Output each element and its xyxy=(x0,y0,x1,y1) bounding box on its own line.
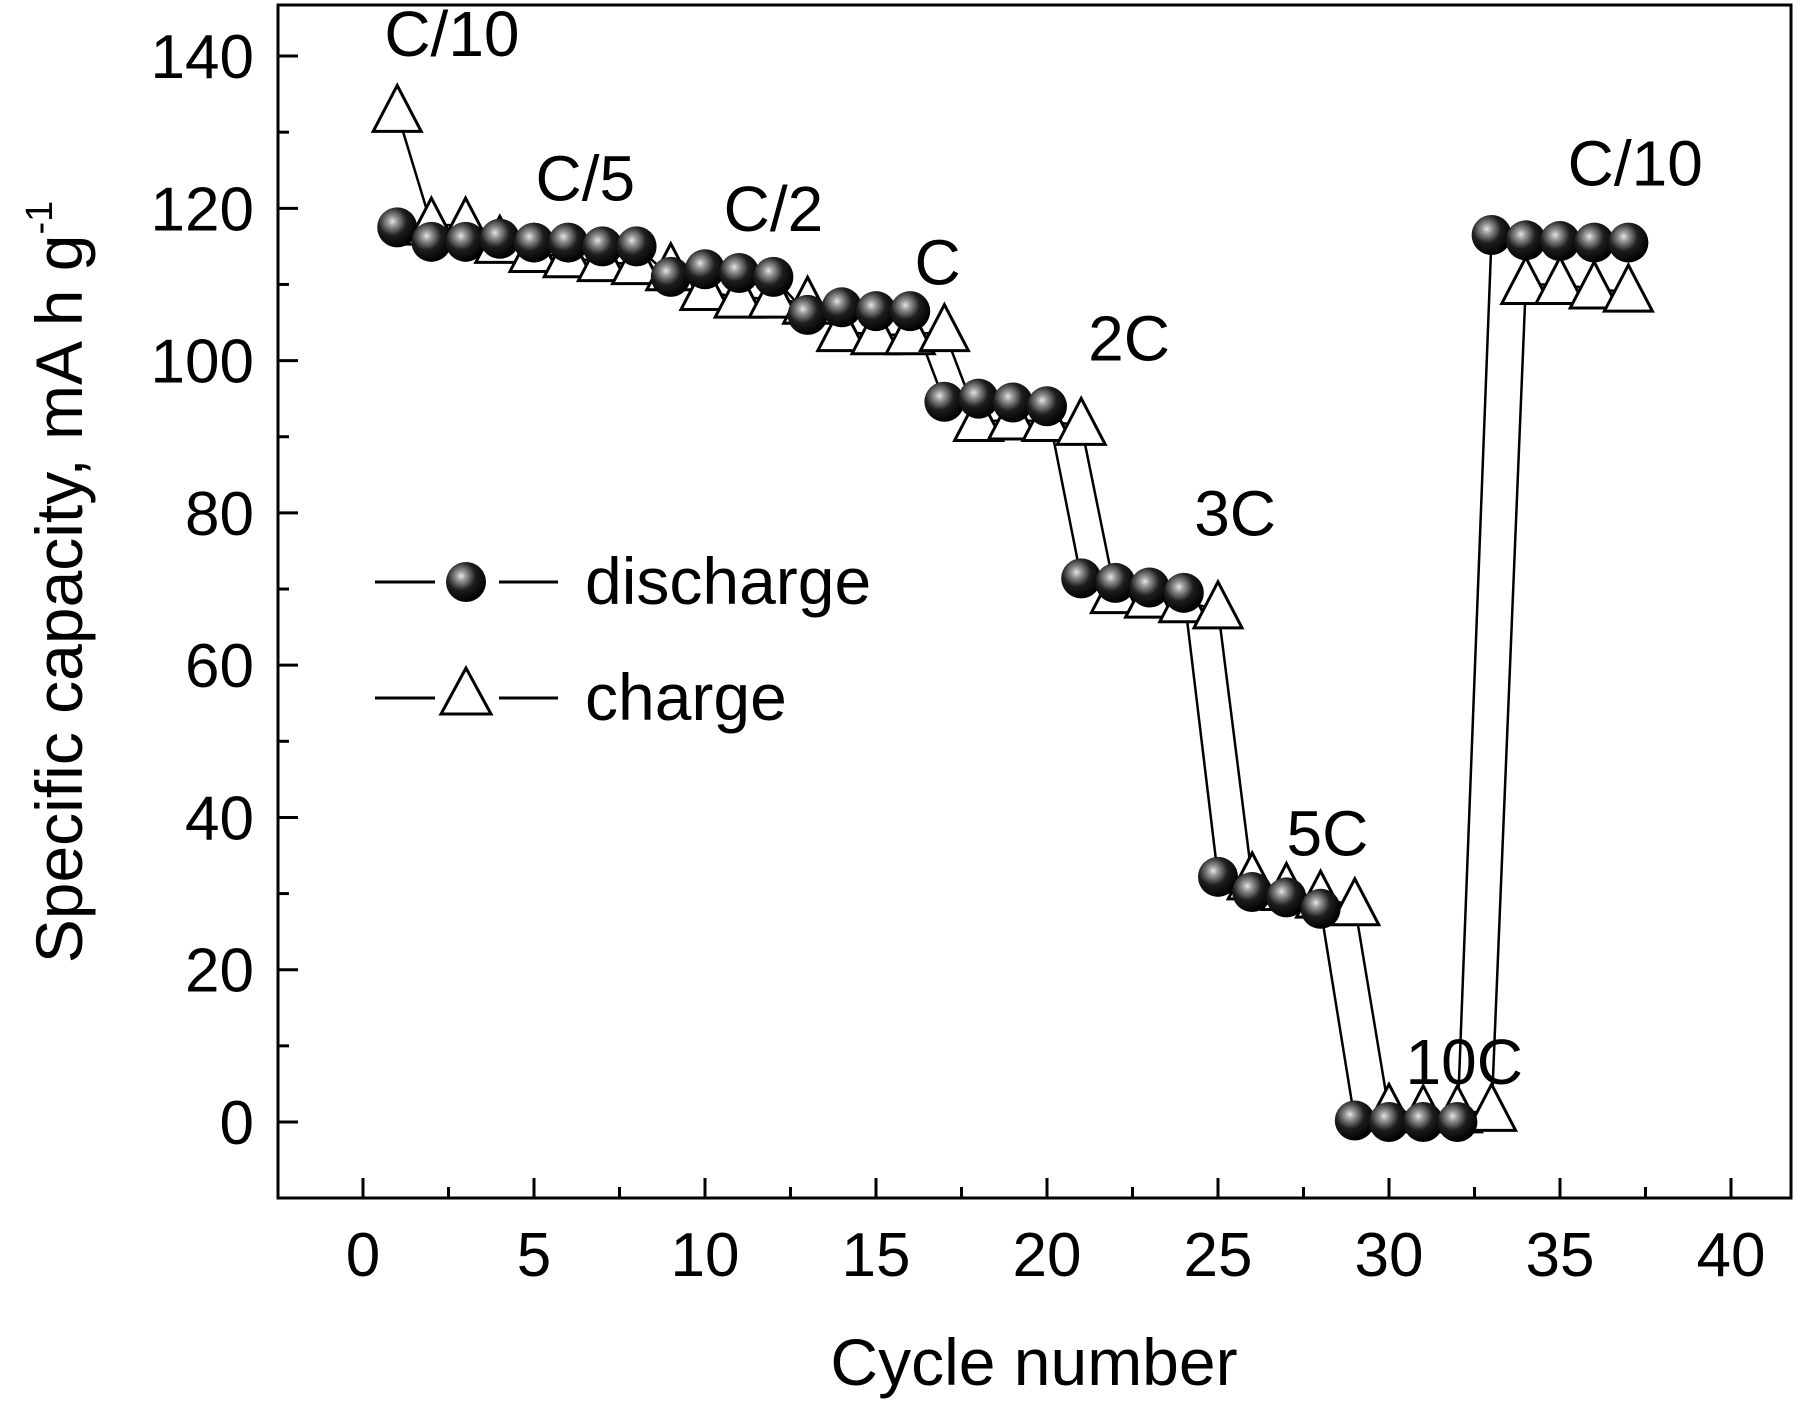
discharge-sphere-marker-icon xyxy=(1437,1102,1478,1142)
rate-label: 2C xyxy=(1088,303,1170,375)
rate-label: C/10 xyxy=(384,0,519,70)
discharge-sphere-marker-icon xyxy=(411,221,452,262)
y-tick-label: 140 xyxy=(151,23,254,92)
discharge-sphere-marker-icon xyxy=(1300,888,1341,929)
rate-label: 10C xyxy=(1406,1026,1523,1098)
y-axis-title-text: Specific capacity, mA h g xyxy=(22,235,96,964)
discharge-sphere-marker-icon xyxy=(787,294,828,335)
x-tick-label: 30 xyxy=(1355,1221,1424,1290)
discharge-sphere-marker-icon xyxy=(1232,872,1273,913)
x-tick-label: 15 xyxy=(842,1221,911,1290)
discharge-sphere-marker-icon xyxy=(685,249,725,290)
discharge-sphere-marker-icon xyxy=(1129,567,1170,608)
x-tick-label: 20 xyxy=(1013,1221,1082,1290)
legend-item-discharge: discharge xyxy=(375,544,871,618)
x-tick-label: 35 xyxy=(1526,1221,1595,1290)
discharge-sphere-marker-icon xyxy=(1027,386,1067,427)
charge-triangle-marker-icon xyxy=(1054,395,1108,446)
discharge-sphere-marker-icon xyxy=(1163,572,1204,613)
legend-item-charge: charge xyxy=(375,660,787,734)
discharge-sphere-marker-icon xyxy=(1198,856,1238,897)
y-tick-label: 0 xyxy=(220,1089,254,1158)
discharge-sphere-marker-icon xyxy=(1574,222,1615,263)
x-tick-label: 5 xyxy=(517,1221,551,1290)
y-axis-title-superscript: -1 xyxy=(19,201,61,235)
charge-triangle-marker-icon xyxy=(1601,261,1655,313)
svg-text:Specific capacity, mA h g-1: Specific capacity, mA h g-1 xyxy=(19,201,96,964)
rate-annotations: C/10 C/5 C/2 C 2C 3C 5C 10C C/10 xyxy=(384,0,1703,1098)
discharge-sphere-marker-icon xyxy=(616,226,657,267)
charge-triangle-marker-icon xyxy=(1191,578,1245,630)
discharge-sphere-marker-icon xyxy=(479,218,520,259)
x-axis-title: Cycle number xyxy=(830,1325,1237,1399)
rate-label: C/5 xyxy=(536,143,636,215)
y-axis-title: Specific capacity, mA h g-1 xyxy=(19,201,96,964)
discharge-sphere-marker-icon xyxy=(856,291,896,332)
discharge-sphere-marker-icon xyxy=(890,291,931,332)
discharge-sphere-marker-icon xyxy=(445,221,486,262)
y-axis-ticks: 0 20 40 60 80 100 120 140 xyxy=(151,23,298,1158)
discharge-sphere-marker-icon xyxy=(753,256,794,297)
y-tick-label: 60 xyxy=(185,632,254,701)
discharge-sphere-marker-icon xyxy=(1061,558,1102,599)
rate-label: 3C xyxy=(1194,478,1276,550)
x-tick-label: 40 xyxy=(1697,1221,1766,1290)
discharge-line xyxy=(396,226,1629,1124)
x-tick-label: 10 xyxy=(671,1221,740,1290)
discharge-sphere-marker-icon xyxy=(514,222,554,263)
triangle-marker-icon xyxy=(438,664,494,716)
charge-triangle-marker-icon xyxy=(712,267,766,319)
x-tick-label: 0 xyxy=(346,1221,380,1290)
plot-frame xyxy=(276,3,1793,1200)
charge-triangle-marker-icon xyxy=(370,82,424,133)
discharge-sphere-marker-icon xyxy=(958,378,999,419)
y-tick-label: 80 xyxy=(185,480,254,549)
discharge-sphere-marker-icon xyxy=(719,253,760,294)
rate-label: 5C xyxy=(1287,798,1369,870)
discharge-sphere-marker-icon xyxy=(548,222,589,263)
sphere-marker-icon xyxy=(446,562,486,602)
discharge-sphere-marker-icon xyxy=(992,382,1033,423)
discharge-sphere-marker-icon xyxy=(582,226,623,267)
rate-label: C/2 xyxy=(724,173,824,245)
discharge-sphere-marker-icon xyxy=(924,381,965,422)
discharge-sphere-marker-icon xyxy=(1471,214,1512,255)
charge-triangle-marker-icon xyxy=(1499,254,1553,305)
discharge-sphere-marker-icon xyxy=(1403,1102,1444,1142)
charge-triangle-marker-icon xyxy=(1465,1081,1519,1132)
legend-label-charge: charge xyxy=(585,660,787,734)
discharge-sphere-marker-icon xyxy=(1540,221,1580,262)
charge-triangle-marker-icon xyxy=(815,301,869,353)
x-axis-ticks: 0 5 10 15 20 25 30 35 40 xyxy=(346,1178,1766,1290)
discharge-sphere-marker-icon xyxy=(1095,562,1136,603)
charge-triangle-marker-icon xyxy=(1533,254,1587,305)
discharge-sphere-marker-icon xyxy=(821,287,862,328)
y-tick-label: 120 xyxy=(151,175,254,244)
discharge-sphere-marker-icon xyxy=(1369,1102,1409,1142)
discharge-sphere-marker-icon xyxy=(1266,877,1307,918)
discharge-sphere-marker-icon xyxy=(1334,1100,1375,1141)
discharge-sphere-marker-icon xyxy=(650,256,691,297)
rate-label: C xyxy=(914,226,960,298)
charge-triangle-marker-icon xyxy=(917,301,971,353)
charge-triangle-marker-icon xyxy=(1567,258,1621,310)
y-tick-label: 40 xyxy=(185,784,254,853)
charge-triangle-marker-icon xyxy=(1328,875,1382,927)
x-tick-label: 25 xyxy=(1184,1221,1253,1290)
y-tick-label: 20 xyxy=(185,937,254,1006)
rate-label: C/10 xyxy=(1568,127,1703,199)
discharge-sphere-marker-icon xyxy=(1505,220,1546,261)
discharge-sphere-marker-icon xyxy=(1608,222,1649,263)
legend: discharge charge xyxy=(375,544,871,734)
y-tick-label: 100 xyxy=(151,328,254,397)
discharge-series xyxy=(377,207,1649,1142)
legend-label-discharge: discharge xyxy=(585,544,871,618)
discharge-sphere-marker-icon xyxy=(377,207,418,248)
